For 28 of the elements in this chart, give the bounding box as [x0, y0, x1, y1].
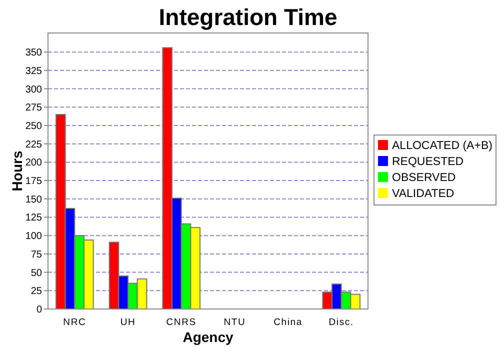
x-tick-label: NTU	[224, 317, 246, 328]
legend-label: REQUESTED	[392, 156, 464, 168]
y-axis-title: Hours	[9, 150, 25, 192]
y-tick-label: 150	[25, 194, 42, 206]
y-tick-label: 250	[25, 120, 42, 132]
legend-label: OBSERVED	[392, 172, 456, 184]
y-tick-label: 350	[25, 48, 42, 59]
y-tick-label: 100	[25, 231, 42, 242]
y-tick-label: 50	[30, 268, 42, 279]
chart-title: Integration Time	[158, 4, 338, 30]
y-tick-label: 175	[25, 176, 42, 188]
y-tick-label: 325	[25, 66, 42, 77]
y-tick-label: 225	[25, 139, 42, 150]
y-tick-label: 300	[25, 84, 42, 96]
y-tick-label: 0	[36, 304, 42, 316]
x-tick-label: UH	[120, 317, 136, 328]
y-tick-label: 200	[25, 158, 42, 169]
y-tick-label: 125	[25, 212, 42, 224]
y-tick-label: 75	[30, 249, 42, 260]
x-tick-label: China	[274, 317, 302, 328]
legend-label: VALIDATED	[392, 188, 454, 200]
x-tick-label: Disc.	[328, 317, 354, 328]
x-tick-label: CNRS	[166, 317, 196, 328]
x-axis-title: Agency	[182, 329, 234, 345]
y-tick-label: 25	[30, 286, 42, 298]
legend-label: ALLOCATED (A+B)	[392, 140, 493, 152]
y-tick-label: 275	[25, 102, 42, 114]
x-tick-label: NRC	[63, 317, 86, 328]
